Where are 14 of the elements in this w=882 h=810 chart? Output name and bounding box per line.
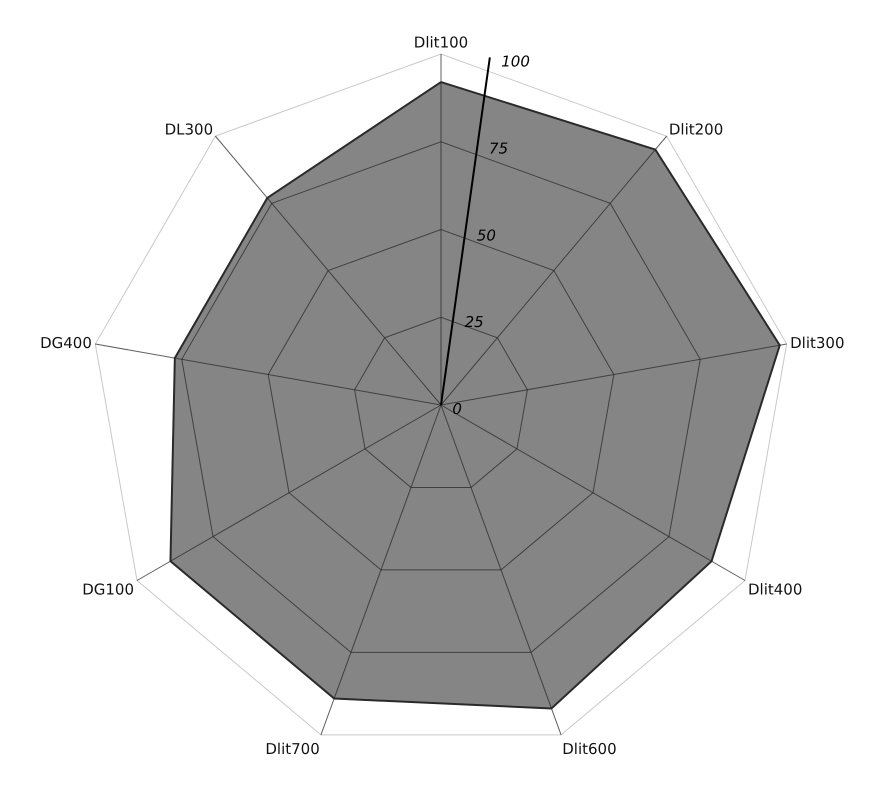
y-tick-label: 100 <box>501 52 530 71</box>
y-tick-label: 50 <box>476 226 496 244</box>
spoke-label: Dlit200 <box>668 120 724 139</box>
y-tick-label: 25 <box>464 313 484 332</box>
spoke-label: DG100 <box>82 580 134 598</box>
spoke-label: Dlit600 <box>562 740 617 758</box>
spoke-label: Dlit100 <box>414 34 468 52</box>
spoke-label: Dlit300 <box>790 334 845 352</box>
spoke-label: Dlit700 <box>265 740 320 758</box>
spoke-label: DL300 <box>164 120 214 139</box>
spoke-label: Dlit400 <box>748 580 802 598</box>
y-tick-label: 75 <box>489 139 508 158</box>
y-tick-label: 0 <box>452 400 462 418</box>
spoke-label: DG400 <box>40 334 92 352</box>
